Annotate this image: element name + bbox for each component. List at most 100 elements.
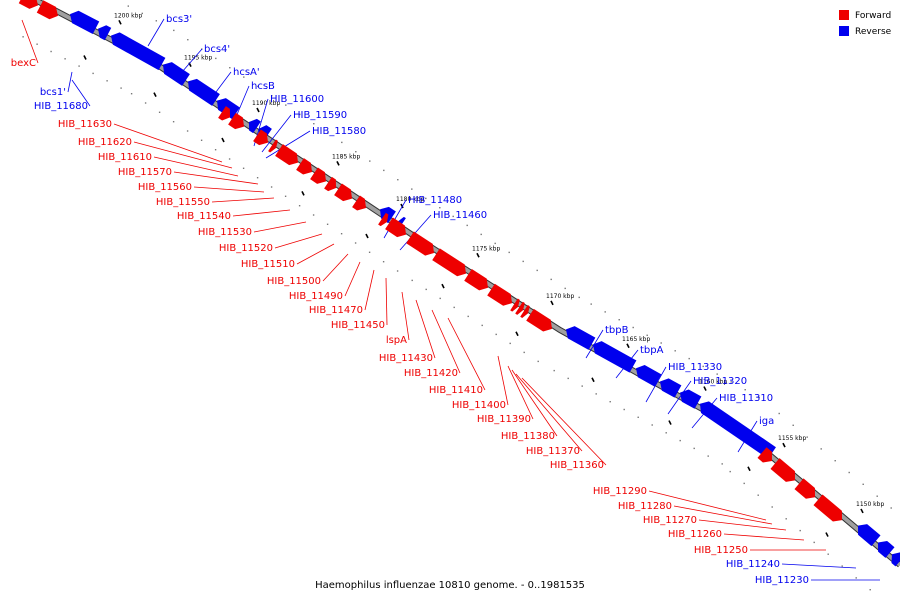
gene-label: bcs3' xyxy=(166,14,192,25)
gene-label: HIB_11600 xyxy=(270,94,324,105)
track-dot-upper xyxy=(397,179,399,181)
track-dot-lower xyxy=(651,424,653,426)
gene-label: HIB_11500 xyxy=(267,276,321,287)
caption: Haemophilus influenzae 10810 genome. - 0… xyxy=(315,580,585,591)
track-dot-upper xyxy=(383,169,385,172)
tick-mark xyxy=(336,160,340,166)
leader-line xyxy=(385,277,388,326)
gene-label: HIB_11570 xyxy=(118,167,172,178)
gene-label: HIB_11430 xyxy=(379,353,433,364)
track-dot-upper xyxy=(494,242,496,245)
track-dot-upper xyxy=(820,448,822,450)
track-dot-lower xyxy=(757,494,759,496)
tick-mark-lower xyxy=(668,420,672,425)
track-dot-upper xyxy=(564,287,566,290)
reverse-gene-arrow xyxy=(98,25,112,41)
track-dot-lower xyxy=(581,385,583,387)
track-dot-lower xyxy=(799,529,801,532)
gene-label: HIB_11270 xyxy=(643,515,697,526)
track-dot-upper xyxy=(257,85,259,88)
track-dot-lower xyxy=(595,393,597,395)
gene-label: HIB_11610 xyxy=(98,152,152,163)
track-dot-lower xyxy=(721,463,723,465)
gene-label: HIB_11370 xyxy=(526,446,580,457)
gene-label: hcsB xyxy=(251,81,275,92)
track-dot-lower xyxy=(729,470,731,473)
forward-gene-arrow xyxy=(324,176,336,192)
leader-line xyxy=(113,123,223,163)
track-dot-lower xyxy=(771,506,773,508)
track-dot-upper xyxy=(604,311,606,313)
gene-label: HIB_11310 xyxy=(719,393,773,404)
leader-line xyxy=(235,85,250,118)
track-dot-upper xyxy=(744,389,746,391)
track-dot-lower xyxy=(609,401,611,403)
forward-gene-arrow xyxy=(520,304,530,319)
tick-mark-lower xyxy=(221,137,225,143)
dot-track-layer xyxy=(22,5,892,591)
leader-line xyxy=(521,377,607,466)
legend-reverse-label: Reverse xyxy=(855,27,892,37)
track-dot-lower xyxy=(707,455,709,457)
leader-line xyxy=(67,71,73,93)
track-dot-lower xyxy=(382,261,385,263)
axis-line xyxy=(30,0,900,567)
gene-label: HIB_11540 xyxy=(177,211,231,222)
leader-line xyxy=(173,171,259,185)
forward-gene-arrow xyxy=(268,139,278,153)
leader-line xyxy=(147,18,165,47)
track-dot-lower xyxy=(396,270,399,272)
leader-line xyxy=(322,253,349,282)
tick-mark-lower xyxy=(747,466,751,472)
gene-label: HIB_11620 xyxy=(78,137,132,148)
forward-gene-arrow xyxy=(515,301,525,315)
leader-line xyxy=(515,373,583,452)
track-dot-lower xyxy=(312,214,315,216)
track-dot-lower xyxy=(92,72,94,75)
track-dot-lower xyxy=(284,195,287,197)
track-dot-upper xyxy=(425,197,427,200)
leader-line xyxy=(667,380,692,415)
tick-mark xyxy=(550,300,554,306)
gene-label: HIB_11420 xyxy=(404,368,458,379)
reverse-gene-arrow xyxy=(188,78,220,106)
track-dot-lower xyxy=(439,297,441,300)
reverse-gene-arrow xyxy=(700,401,776,459)
forward-gene-arrow xyxy=(310,167,326,184)
track-dot-upper xyxy=(155,20,157,22)
gene-label: bcs4' xyxy=(204,44,230,55)
track-dot-upper xyxy=(271,95,273,97)
forward-gene-arrow xyxy=(378,212,389,227)
gene-label: hcsA' xyxy=(233,67,260,78)
track-dot-lower xyxy=(158,111,161,113)
forward-gene-arrow xyxy=(218,106,230,121)
gene-label-layer: bcs1' HIB_11680 bcs3' bcs4' hcsA' hcsB HIB_116… xyxy=(11,14,809,586)
track-dot-lower xyxy=(200,139,203,141)
track-dot-lower xyxy=(665,432,667,434)
forward-gene-arrow xyxy=(432,248,466,277)
tick-mark xyxy=(860,508,864,514)
forward-gene-arrow xyxy=(813,494,842,522)
reverse-gene-arrow xyxy=(111,32,166,71)
forward-gene-arrow xyxy=(526,308,553,332)
tick-mark xyxy=(703,386,707,391)
gene-label: HIB_11550 xyxy=(156,197,210,208)
leader-line xyxy=(723,533,805,541)
forward-gene-arrow xyxy=(464,268,489,291)
track-dot-upper xyxy=(702,365,704,368)
track-dot-upper xyxy=(369,160,371,162)
gene-label: HIB_11580 xyxy=(312,126,366,137)
gene-label: HIB_11460 xyxy=(433,210,487,221)
track-dot-lower xyxy=(567,377,569,380)
track-dot-lower xyxy=(270,186,273,188)
forward-gene-arrow xyxy=(487,283,513,306)
leader-line-layer xyxy=(21,18,880,581)
track-dot-lower xyxy=(298,205,301,207)
leader-line xyxy=(364,269,375,311)
leader-line xyxy=(698,519,787,531)
forward-gene-arrow xyxy=(757,447,772,463)
leader-line xyxy=(399,214,432,251)
track-dot-lower xyxy=(228,158,231,160)
track-dot-upper xyxy=(355,151,357,153)
leader-line xyxy=(415,299,436,359)
